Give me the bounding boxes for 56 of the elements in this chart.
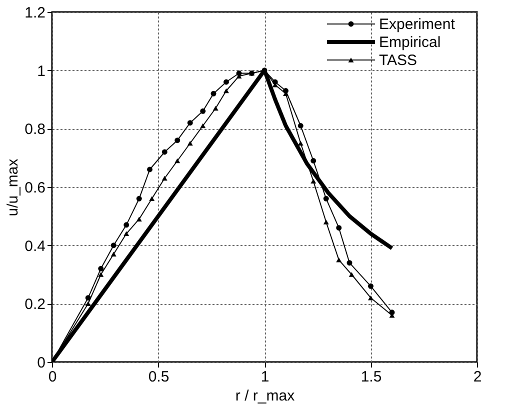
point (346, 260, 352, 266)
point (85, 301, 91, 306)
point (85, 295, 91, 301)
point (310, 178, 316, 184)
point (236, 70, 242, 76)
y-tick-label: 0.8 (24, 121, 46, 138)
point (149, 196, 155, 202)
point (200, 123, 206, 128)
point (136, 196, 142, 202)
x-tick-label: 0 (48, 368, 57, 386)
x-axis-title: r / r_max (235, 388, 296, 404)
y-tick-label: 0.2 (24, 296, 46, 314)
point (298, 123, 304, 128)
legend-label: Empirical (379, 34, 441, 51)
point (210, 90, 216, 96)
point (368, 283, 374, 289)
point (110, 242, 116, 248)
point (200, 108, 206, 114)
x-tick-label: 0.5 (148, 368, 170, 386)
point (336, 258, 342, 262)
point (147, 166, 152, 172)
point (187, 140, 193, 146)
point (283, 88, 288, 94)
y-tick-label: 0 (37, 354, 46, 372)
point (174, 158, 180, 164)
point (162, 176, 168, 181)
point (368, 295, 374, 300)
point (174, 138, 180, 144)
legend-label: TASS (379, 52, 418, 69)
point (336, 225, 342, 231)
point (212, 106, 218, 111)
y-axis-title: u/u_max (4, 158, 22, 216)
point (162, 149, 168, 155)
point (389, 310, 395, 316)
point (136, 216, 142, 222)
point (224, 79, 229, 85)
point (348, 272, 354, 277)
point (124, 231, 130, 236)
point (98, 272, 104, 277)
x-tick-label: 2 (473, 368, 482, 386)
y-tick-label: 1 (37, 62, 46, 80)
x-tick-label: 1.5 (360, 368, 382, 386)
point (98, 266, 104, 272)
point (272, 79, 278, 85)
point (124, 222, 130, 228)
y-tick-label: 0.6 (24, 180, 46, 196)
point (110, 252, 116, 256)
legend-label: Experiment (379, 16, 456, 33)
point (187, 120, 193, 126)
point (224, 88, 229, 94)
point (323, 220, 329, 224)
x-tick-label: 1 (260, 368, 270, 386)
point (310, 158, 316, 164)
y-tick-label: 1.2 (24, 4, 46, 22)
y-tick-label: 0.4 (24, 238, 46, 255)
point (323, 196, 329, 202)
